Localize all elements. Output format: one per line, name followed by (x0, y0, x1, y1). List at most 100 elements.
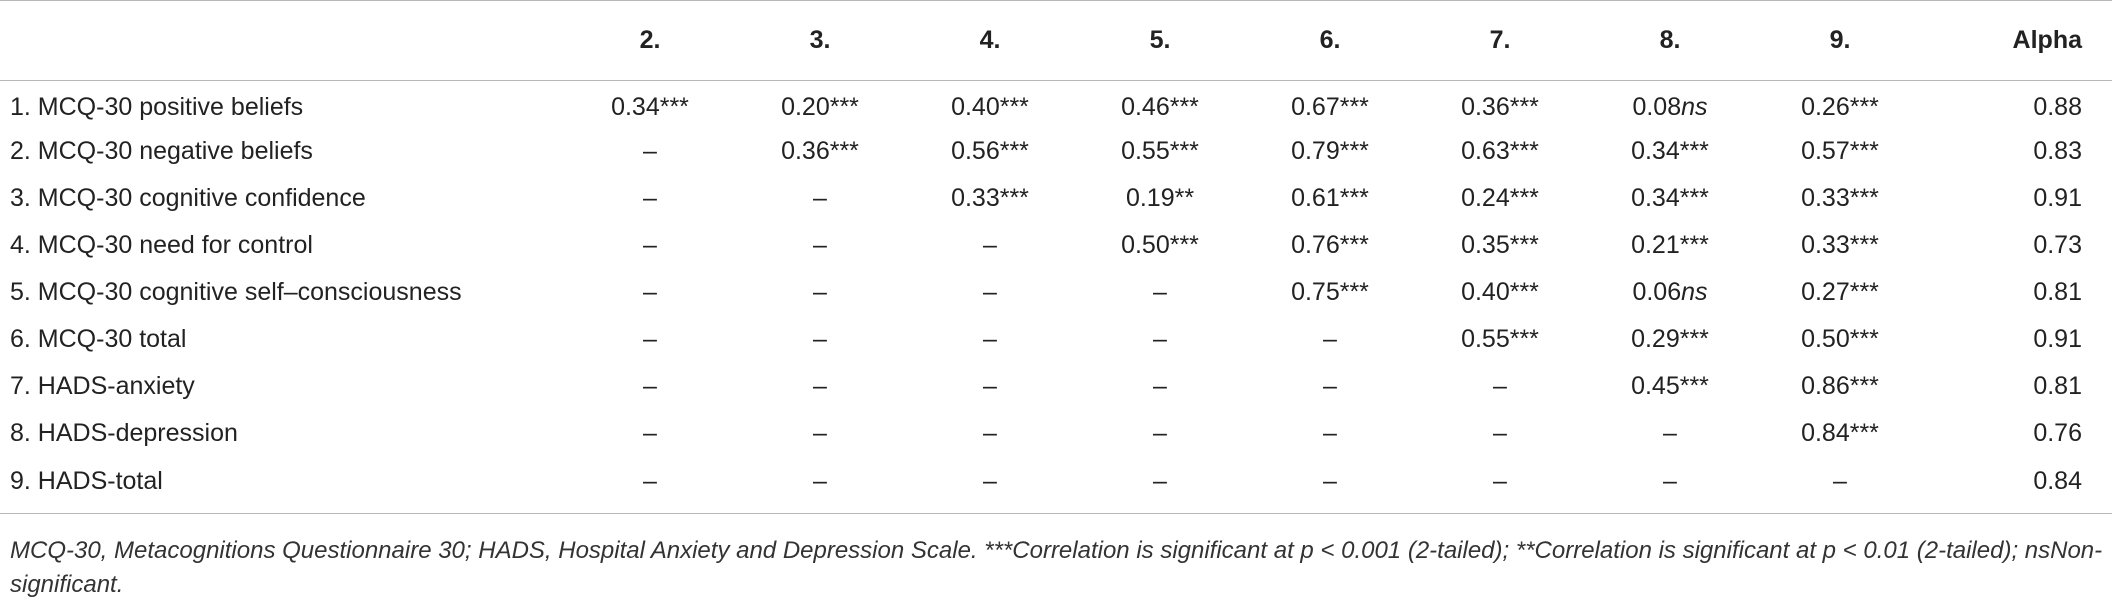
correlation-cell: – (813, 230, 827, 259)
column-header: Alpha (1925, 0, 2112, 81)
table-row: 1. MCQ-30 positive beliefs 0.34*** 0.20***… (0, 81, 2112, 128)
correlation-cell: – (1075, 456, 1245, 514)
correlation-cell: 0.06ns (1632, 277, 1708, 306)
correlation-cell: 0.40*** (951, 92, 1029, 121)
column-header: 2. (565, 0, 735, 81)
column-header: 4. (905, 0, 1075, 81)
correlation-cell: 0.67*** (1291, 92, 1369, 121)
correlation-cell: – (1663, 418, 1677, 447)
correlation-cell: – (1493, 418, 1507, 447)
header-row: 2. 3. 4. 5. 6. 7. 8. 9. Alpha (0, 0, 2112, 81)
table-row: 4. MCQ-30 need for control – – – 0.50*** 0.76… (0, 222, 2112, 269)
correlation-cell: 0.33*** (1801, 183, 1879, 212)
correlation-cell: 0.55*** (1121, 136, 1199, 165)
correlation-cell: – (813, 183, 827, 212)
correlation-cell: 0.29*** (1631, 324, 1709, 353)
correlation-cell: – (1493, 371, 1507, 400)
correlation-cell: 0.79*** (1291, 136, 1369, 165)
correlation-cell: 0.63*** (1461, 136, 1539, 165)
row-label: 5. MCQ-30 cognitive self–consciousness (10, 277, 462, 306)
correlation-cell: 0.08ns (1632, 92, 1708, 121)
correlation-cell: 0.45*** (1631, 371, 1709, 400)
correlation-cell: – (1415, 456, 1585, 514)
correlation-cell: – (735, 456, 905, 514)
correlation-cell: – (643, 183, 657, 212)
table-row: 3. MCQ-30 cognitive confidence – – 0.33*** 0… (0, 175, 2112, 222)
correlation-cell: 0.19** (1125, 183, 1195, 212)
correlation-table: 2. 3. 4. 5. 6. 7. 8. 9. Alpha 1. MCQ-30 positive… (0, 0, 2112, 514)
correlation-cell: – (643, 277, 657, 306)
correlation-cell: 0.26*** (1801, 92, 1879, 121)
correlation-cell: 0.61*** (1291, 183, 1369, 212)
correlation-cell: – (643, 324, 657, 353)
correlation-cell: – (1323, 371, 1337, 400)
correlation-cell: 0.36*** (1461, 92, 1539, 121)
correlation-cell: – (565, 456, 735, 514)
correlation-cell: 0.33*** (951, 183, 1029, 212)
correlation-cell: – (1755, 456, 1925, 514)
correlation-cell: 0.75*** (1291, 277, 1369, 306)
alpha-cell: 0.88 (2033, 92, 2082, 121)
table-row: 8. HADS-depression – – – – – – – 0.84*** 0.76 (0, 410, 2112, 457)
table-row: 2. MCQ-30 negative beliefs – 0.36*** 0.56**… (0, 128, 2112, 175)
correlation-cell: – (905, 456, 1075, 514)
correlation-cell: – (983, 277, 997, 306)
column-header: 6. (1245, 0, 1415, 81)
correlation-cell: – (813, 371, 827, 400)
column-header: 8. (1585, 0, 1755, 81)
alpha-cell: 0.83 (2033, 136, 2082, 165)
correlation-cell: – (983, 418, 997, 447)
correlation-cell: 0.76*** (1291, 230, 1369, 259)
correlation-cell: – (813, 277, 827, 306)
correlation-cell: – (983, 230, 997, 259)
correlation-cell: – (643, 136, 657, 165)
alpha-cell: 0.91 (2033, 324, 2082, 353)
row-label: 4. MCQ-30 need for control (10, 230, 313, 259)
row-label: 6. MCQ-30 total (10, 324, 187, 353)
correlation-cell: 0.27*** (1801, 277, 1879, 306)
alpha-cell: 0.81 (2033, 371, 2082, 400)
row-label: 8. HADS-depression (10, 418, 238, 447)
correlation-cell: – (1153, 324, 1167, 353)
correlation-cell: 0.24*** (1461, 183, 1539, 212)
correlation-cell: 0.20*** (781, 92, 859, 121)
correlation-cell: 0.50*** (1121, 230, 1199, 259)
correlation-cell: – (1153, 277, 1167, 306)
correlation-cell: 0.86*** (1801, 371, 1879, 400)
table-row: 6. MCQ-30 total – – – – – 0.55*** 0.29*** 0.50**… (0, 316, 2112, 363)
correlation-cell: 0.55*** (1461, 324, 1539, 353)
correlation-cell: 0.33*** (1801, 230, 1879, 259)
table-row: 9. HADS-total – – – – – – – –0.84 (0, 456, 2112, 514)
correlation-cell: – (983, 324, 997, 353)
correlation-cell: 0.35*** (1461, 230, 1539, 259)
correlation-cell: 0.36*** (781, 136, 859, 165)
correlation-cell: – (1245, 456, 1415, 514)
alpha-cell: 0.91 (2033, 183, 2082, 212)
row-label: 7. HADS-anxiety (10, 371, 195, 400)
correlation-cell: 0.34*** (1631, 136, 1709, 165)
correlation-cell: – (643, 230, 657, 259)
correlation-cell: – (1323, 418, 1337, 447)
correlation-cell: – (643, 418, 657, 447)
column-header: 9. (1755, 0, 1925, 81)
column-header: 7. (1415, 0, 1585, 81)
alpha-cell: 0.76 (2033, 418, 2082, 447)
correlation-cell: – (1585, 456, 1755, 514)
correlation-cell: – (643, 371, 657, 400)
table-row: 7. HADS-anxiety – – – – – – 0.45*** 0.86*** 0.81 (0, 363, 2112, 410)
alpha-cell: 0.81 (2033, 277, 2082, 306)
row-label: 9. HADS-total (0, 456, 565, 514)
correlation-cell: – (1153, 371, 1167, 400)
row-label: 3. MCQ-30 cognitive confidence (10, 183, 366, 212)
table-footnote: MCQ-30, Metacognitions Questionnaire 30;… (10, 537, 2103, 598)
correlation-cell: 0.57*** (1801, 136, 1879, 165)
correlation-cell: 0.46*** (1121, 92, 1199, 121)
correlation-cell: – (813, 324, 827, 353)
column-header: 5. (1075, 0, 1245, 81)
table-row: 5. MCQ-30 cognitive self–consciousness – –… (0, 269, 2112, 316)
correlation-cell: 0.21*** (1631, 230, 1709, 259)
correlation-cell: 0.34*** (611, 92, 689, 121)
correlation-cell: 0.40*** (1461, 277, 1539, 306)
row-label: 2. MCQ-30 negative beliefs (10, 136, 313, 165)
alpha-cell: 0.73 (2033, 230, 2082, 259)
